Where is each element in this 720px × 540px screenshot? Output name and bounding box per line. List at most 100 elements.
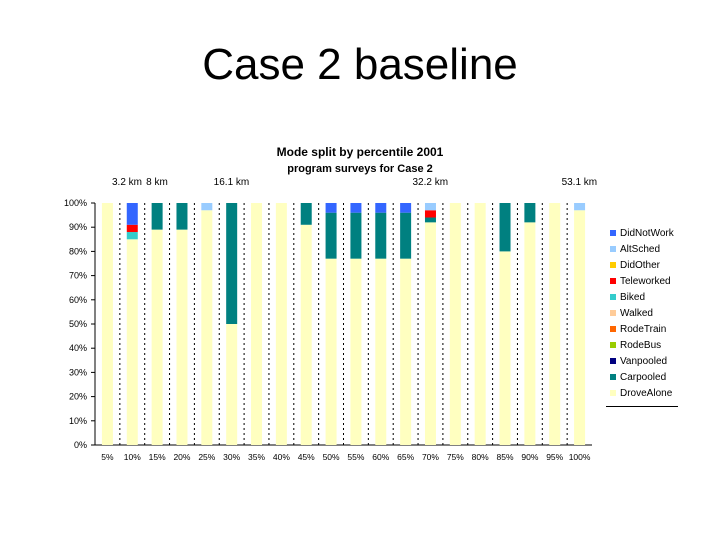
bar-segment-carpooled — [375, 212, 387, 259]
distance-label: 3.2 km — [112, 177, 143, 188]
bar-segment-drovealone — [499, 251, 511, 445]
legend-label: RodeBus — [620, 339, 662, 351]
x-tick-label: 80% — [472, 452, 489, 462]
legend-label: AltSched — [620, 243, 661, 255]
bar-segment-drovealone — [449, 203, 461, 445]
legend-swatch — [610, 294, 616, 300]
bar-segment-drovealone — [151, 229, 163, 445]
bar-segment-drovealone — [400, 258, 412, 445]
bar-segment-carpooled — [151, 203, 163, 230]
bar-segment-carpooled — [400, 212, 412, 259]
y-tick-label: 70% — [69, 271, 87, 281]
bar-segment-drovealone — [549, 203, 561, 445]
y-tick-label: 10% — [69, 416, 87, 426]
bar-segment-drovealone — [574, 210, 586, 445]
legend-swatch — [610, 390, 616, 396]
x-tick-label: 60% — [372, 452, 389, 462]
x-tick-label: 100% — [569, 452, 591, 462]
distance-label: 8 km — [146, 177, 168, 188]
legend-item: DroveAlone — [606, 386, 672, 400]
x-tick-label: 65% — [397, 452, 414, 462]
x-tick-label: 85% — [497, 452, 514, 462]
x-tick-label: 55% — [347, 452, 364, 462]
chart-title: Mode split by percentile 2001 — [276, 145, 444, 159]
legend-swatch — [610, 374, 616, 380]
bar-segment-altsched — [574, 203, 586, 211]
legend-label: Teleworked — [620, 275, 671, 287]
x-tick-label: 40% — [273, 452, 290, 462]
legend-swatch — [610, 326, 616, 332]
legend-swatch — [610, 262, 616, 268]
bar-segment-altsched — [424, 203, 436, 211]
y-tick-label: 80% — [69, 246, 87, 256]
legend-item: DidOther — [606, 258, 660, 272]
bar-segment-teleworked — [424, 210, 436, 218]
y-tick-label: 40% — [69, 343, 87, 353]
legend-label: DidOther — [620, 259, 661, 271]
distance-label: 32.2 km — [412, 177, 449, 188]
bar-segment-drovealone — [251, 203, 263, 445]
x-tick-label: 5% — [101, 452, 114, 462]
x-tick-label: 75% — [447, 452, 464, 462]
x-tick-label: 15% — [149, 452, 166, 462]
legend-label: Biked — [620, 291, 646, 303]
bar-segment-drovealone — [176, 229, 188, 445]
x-tick-label: 35% — [248, 452, 265, 462]
bar-segment-drovealone — [126, 239, 138, 445]
bar-segment-didnotwork — [126, 203, 138, 225]
y-tick-label: 0% — [74, 440, 87, 450]
bar-segment-drovealone — [524, 222, 536, 445]
bar-segment-didnotwork — [350, 203, 362, 213]
bar-segment-carpooled — [300, 203, 312, 225]
y-tick-label: 100% — [64, 198, 87, 208]
legend-item: Carpooled — [606, 370, 666, 384]
bar-segment-carpooled — [226, 203, 238, 324]
bar-segment-drovealone — [226, 324, 238, 445]
bar-segment-carpooled — [176, 203, 188, 230]
bar-segment-didnotwork — [400, 203, 412, 213]
legend-item: Biked — [606, 290, 645, 304]
legend-item: DidNotWork — [606, 226, 674, 240]
slide-title: Case 2 baseline — [202, 40, 518, 89]
legend-swatch — [610, 342, 616, 348]
legend-label: DidNotWork — [620, 227, 674, 239]
y-tick-label: 90% — [69, 222, 87, 232]
legend-label: RodeTrain — [620, 323, 667, 335]
bar-segment-drovealone — [375, 258, 387, 445]
bar-segment-carpooled — [350, 212, 362, 259]
x-tick-label: 10% — [124, 452, 141, 462]
legend-item: Teleworked — [606, 274, 671, 288]
legend-item: AltSched — [606, 242, 660, 256]
bar-segment-drovealone — [424, 222, 436, 445]
bar-segment-drovealone — [201, 210, 213, 445]
y-tick-label: 50% — [69, 319, 87, 329]
y-tick-label: 20% — [69, 392, 87, 402]
legend-swatch — [610, 230, 616, 236]
bar-segment-carpooled — [524, 203, 536, 223]
bar-segment-carpooled — [325, 212, 337, 259]
chart-legend: DidNotWork AltSched DidOther Teleworked Bike… — [606, 226, 678, 407]
x-tick-label: 45% — [298, 452, 315, 462]
distance-label: 16.1 km — [213, 177, 250, 188]
bar-segment-drovealone — [300, 224, 312, 445]
legend-item: RodeTrain — [606, 322, 666, 336]
legend-label: DroveAlone — [620, 387, 673, 399]
legend-label: Walked — [620, 307, 653, 319]
bar-segment-drovealone — [325, 258, 337, 445]
legend-label: Vanpooled — [620, 355, 668, 367]
distance-label: 53.1 km — [561, 177, 598, 188]
legend-item: RodeBus — [606, 338, 661, 352]
y-tick-label: 30% — [69, 367, 87, 377]
x-tick-label: 25% — [198, 452, 215, 462]
legend-label: Carpooled — [620, 371, 667, 383]
legend-swatch — [610, 358, 616, 364]
bar-segment-drovealone — [101, 203, 113, 445]
legend-item: Vanpooled — [606, 354, 667, 368]
bar-segment-drovealone — [275, 203, 287, 445]
bar-segment-carpooled — [424, 217, 436, 223]
x-tick-label: 50% — [323, 452, 340, 462]
bar-segment-carpooled — [499, 203, 511, 252]
bar-segment-drovealone — [474, 203, 486, 445]
bar-segment-biked — [126, 232, 138, 240]
